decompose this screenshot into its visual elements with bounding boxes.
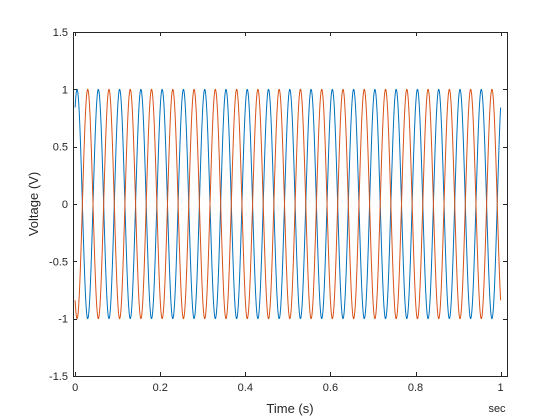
y-tick-label: -1	[58, 314, 68, 326]
series-line-2	[74, 88, 502, 320]
series-layer	[74, 88, 502, 320]
y-tick-label: -1.5	[49, 371, 68, 383]
x-tick-label: 0.8	[408, 382, 423, 394]
x-tick-label: 0	[72, 382, 78, 394]
y-tick-label: 0.5	[53, 142, 68, 154]
x-tick-label: 0.6	[323, 382, 338, 394]
plot-area	[73, 32, 508, 377]
x-tick-label: 0.2	[153, 382, 168, 394]
series-line-1	[74, 88, 502, 320]
y-tick-label: 0	[62, 199, 68, 211]
y-tick-label: 1	[62, 84, 68, 96]
x-axis-unit-label: sec	[488, 403, 506, 415]
axes-box	[73, 32, 508, 377]
y-axis-ticks: -1.5 -1 -0.5 0 0.5 1 1.5	[49, 27, 507, 383]
x-axis-ticks: 0 0.2 0.4 0.6 0.8 1	[72, 32, 504, 394]
y-tick-label: 1.5	[53, 27, 68, 39]
x-tick-label: 0.4	[238, 382, 253, 394]
x-tick-label: 1	[498, 382, 504, 394]
x-axis-label: Time (s)	[266, 401, 313, 416]
y-tick-label: -0.5	[49, 256, 68, 268]
y-axis-label: Voltage (V)	[26, 172, 41, 236]
